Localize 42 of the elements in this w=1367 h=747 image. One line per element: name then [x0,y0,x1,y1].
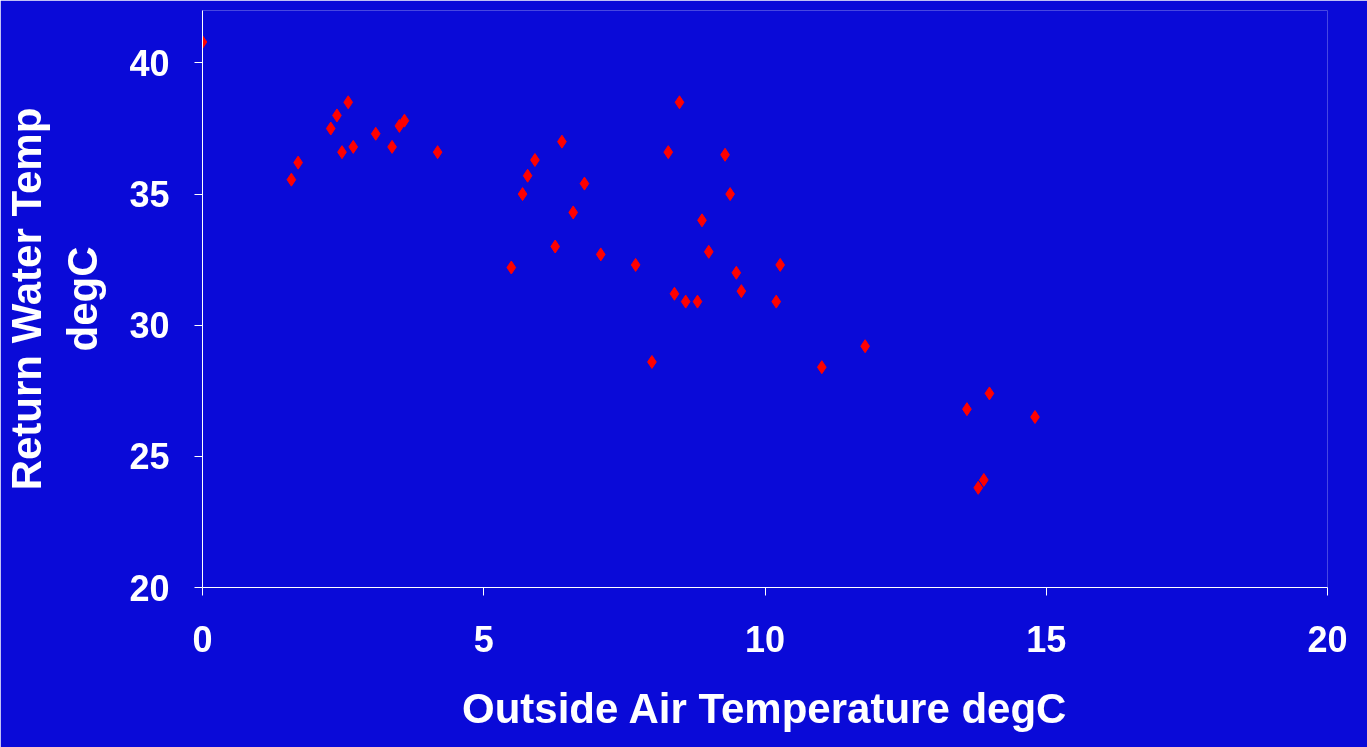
point [517,187,528,202]
y-tick-label: 25 [129,436,170,478]
point [568,205,579,220]
point [370,126,381,141]
point [325,121,336,136]
point [680,294,691,309]
point [816,360,827,375]
point [343,95,354,110]
y-tick-label: 35 [129,174,170,216]
point [703,244,714,259]
point [978,472,989,487]
x-tick-label: 20 [1307,618,1348,660]
y-axis-title: Return Water Temp degC [3,107,107,491]
x-axis-title: Outside Air Temperature degC [462,684,1067,732]
point [775,257,786,272]
point [530,153,540,167]
y-tick-label: 40 [129,42,170,84]
point [736,284,747,299]
point [595,247,606,262]
y-tick-label: 30 [129,305,170,347]
point [550,239,561,254]
point [984,386,995,401]
point [973,480,984,495]
point [579,176,590,191]
point [674,95,685,110]
point [399,113,410,128]
point [771,294,782,309]
x-tick-label: 15 [1026,618,1067,660]
point [663,145,674,160]
point [630,257,641,272]
x-tick-label: 0 [192,618,213,660]
point [692,294,703,309]
y-tick-label: 20 [129,567,170,609]
point [432,145,443,160]
point [286,172,297,187]
point [669,286,680,301]
x-tick-label: 5 [473,618,494,660]
point [348,139,359,154]
x-tick-label: 10 [744,618,786,660]
point [506,260,517,275]
point [522,168,533,183]
point [731,265,742,280]
